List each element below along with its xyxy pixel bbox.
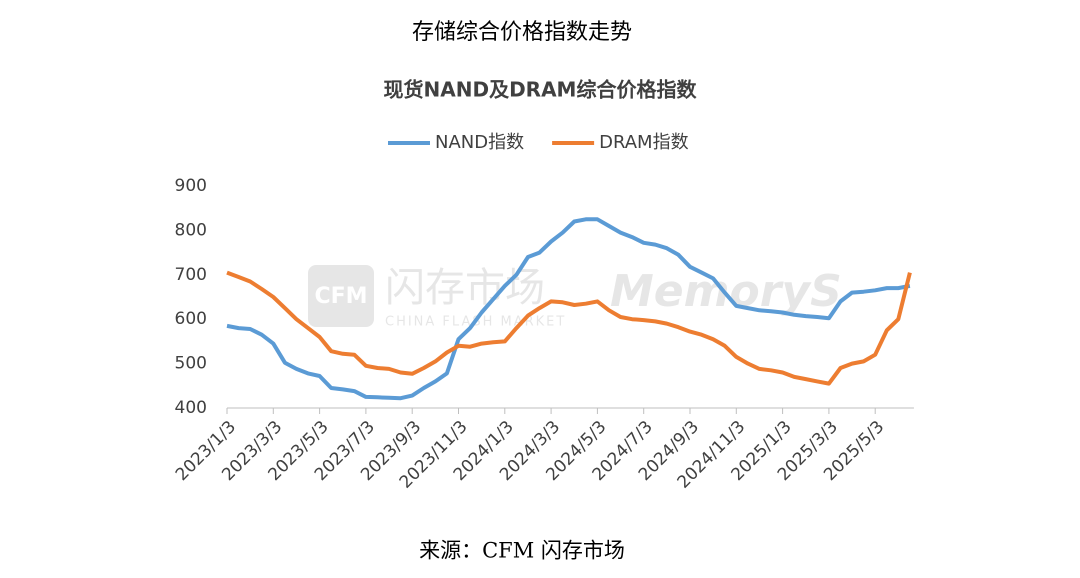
page-title: 存储综合价格指数走势 [412, 20, 632, 45]
y-tick-label: 900 [175, 176, 207, 196]
watermark-box [308, 265, 374, 327]
y-tick-label: 600 [175, 309, 207, 329]
legend-label: DRAM指数 [599, 132, 688, 153]
watermark-name: 闪存市场 [385, 265, 545, 311]
series-line [226, 270, 912, 386]
y-tick-label: 800 [175, 220, 207, 240]
series-line [226, 217, 911, 401]
y-tick-label: 700 [175, 265, 207, 285]
legend-label: NAND指数 [435, 132, 524, 153]
chart-title: 现货NAND及DRAM综合价格指数 [384, 78, 698, 102]
y-tick-label: 400 [175, 398, 207, 418]
watermark: CFM 闪存市场 CHINA FLASH MARKET MemoryS [308, 265, 842, 330]
source: 来源：CFM 闪存市场 [419, 539, 625, 563]
y-tick-label: 500 [175, 354, 207, 374]
watermark-logo: CFM [314, 284, 367, 309]
